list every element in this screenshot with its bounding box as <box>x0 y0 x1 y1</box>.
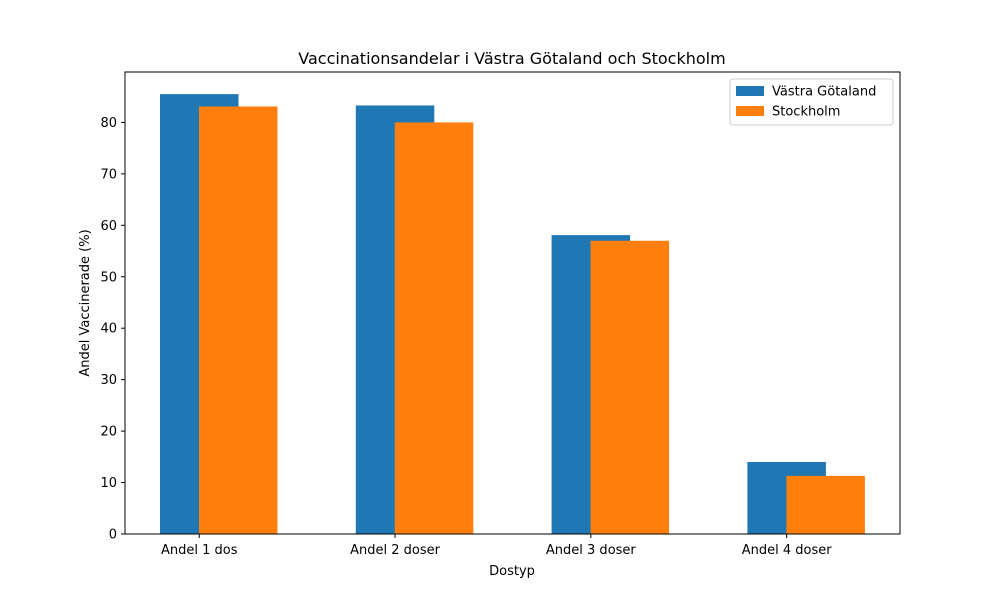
x-axis-label: Dostyp <box>489 564 535 579</box>
bar-stockholm-3 <box>590 240 670 534</box>
y-tick-label: 60 <box>100 219 117 234</box>
legend-box <box>729 78 894 126</box>
chart-title: Vaccinationsandelar i Västra Götaland oc… <box>298 49 725 68</box>
bar-stockholm-1 <box>199 106 278 534</box>
x-axis: Andel 1 dos Andel 2 doser Andel 3 doser And… <box>161 534 832 558</box>
legend: Västra Götaland Stockholm <box>729 78 894 126</box>
y-tick-label: 30 <box>100 373 117 388</box>
y-tick-label: 20 <box>100 425 117 440</box>
y-axis-label: Andel Vaccinerade (%) <box>78 229 93 376</box>
x-tick-label: Andel 1 dos <box>161 543 238 558</box>
y-tick-label: 80 <box>100 116 117 131</box>
bar-stockholm-2 <box>394 122 474 535</box>
x-tick-label: Andel 3 doser <box>546 543 637 558</box>
y-tick-label: 40 <box>100 322 117 337</box>
legend-swatch <box>736 86 764 96</box>
bar-stockholm-4 <box>786 475 865 534</box>
x-tick-label: Andel 4 doser <box>742 543 833 558</box>
y-tick-label: 70 <box>100 167 117 182</box>
legend-label: Stockholm <box>772 105 840 120</box>
legend-swatch <box>736 106 764 116</box>
y-axis: 0 10 20 30 40 50 60 70 80 <box>100 116 125 543</box>
y-tick-label: 0 <box>109 528 117 543</box>
plot-frame <box>124 71 901 535</box>
x-tick-label: Andel 2 doser <box>350 543 441 558</box>
bars-layer <box>160 94 865 535</box>
y-tick-label: 10 <box>100 476 117 491</box>
legend-label: Västra Götaland <box>772 85 876 100</box>
y-tick-label: 50 <box>100 270 117 285</box>
